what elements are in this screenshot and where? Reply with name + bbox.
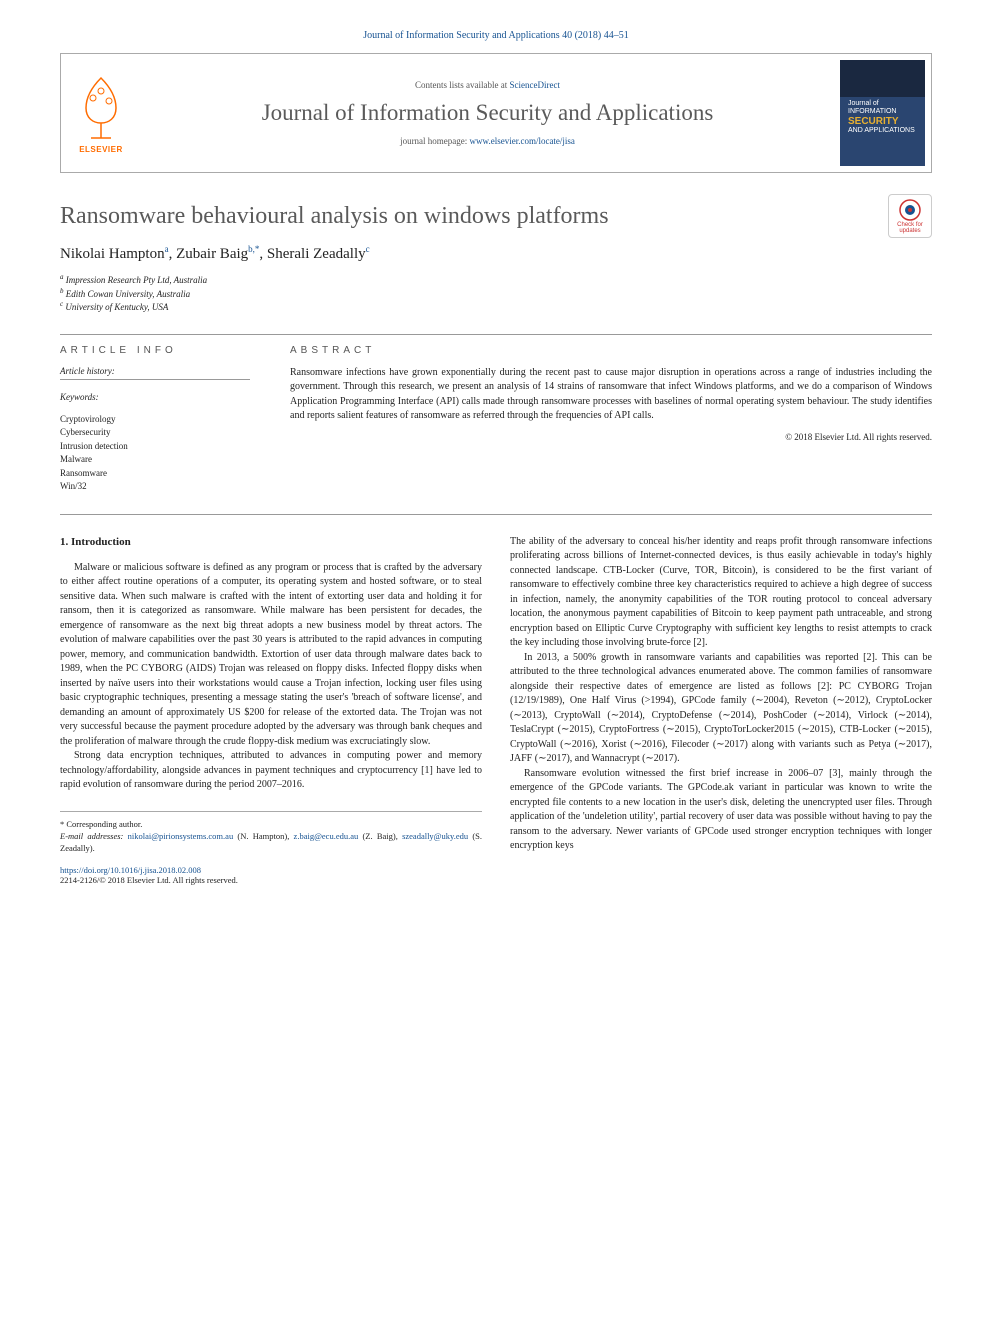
keyword: Intrusion detection <box>60 440 250 454</box>
article-history-label: Article history: <box>60 366 250 380</box>
divider <box>60 514 932 515</box>
homepage-text: journal homepage: <box>400 136 469 146</box>
email-name: (N. Hampton), <box>237 831 289 841</box>
check-updates-icon <box>898 198 922 222</box>
article-info-heading: ARTICLE INFO <box>60 345 250 356</box>
para-text: Strong data encryption techniques, attri… <box>60 750 482 790</box>
check-updates-badge[interactable]: Check for updates <box>888 194 932 238</box>
section-heading: 1. Introduction <box>60 535 482 551</box>
email-label: E-mail addresses: <box>60 831 123 841</box>
right-column: The ability of the adversary to conceal … <box>510 535 932 855</box>
keywords-list: Cryptovirology Cybersecurity Intrusion d… <box>60 413 250 494</box>
aff-text: University of Kentucky, USA <box>65 302 168 312</box>
doi-link[interactable]: https://doi.org/10.1016/j.jisa.2018.02.0… <box>60 865 201 875</box>
cover-line: Journal of <box>848 100 915 108</box>
body-columns: 1. Introduction Malware or malicious sof… <box>60 535 932 855</box>
sciencedirect-link[interactable]: ScienceDirect <box>510 80 560 90</box>
aff-text: Edith Cowan University, Australia <box>66 289 190 299</box>
keyword: Win/32 <box>60 480 250 494</box>
info-abstract-row: ARTICLE INFO Article history: Keywords: … <box>60 345 932 494</box>
corresponding-author-note: * Corresponding author. <box>60 818 482 830</box>
author-sup: c <box>366 244 370 254</box>
abstract-text: Ransomware infections have grown exponen… <box>290 366 932 424</box>
author-name: Nikolai Hampton <box>60 246 165 262</box>
paragraph: Strong data encryption techniques, attri… <box>60 749 482 793</box>
copyright-line: © 2018 Elsevier Ltd. All rights reserved… <box>290 432 932 442</box>
elsevier-tree-icon <box>71 73 131 143</box>
footer-notes: * Corresponding author. E-mail addresses… <box>60 811 482 855</box>
authors-line: Nikolai Hamptona, Zubair Baigb,*, Sheral… <box>60 244 932 263</box>
author-sup: a <box>165 244 169 254</box>
cover-security: SECURITY <box>848 116 915 127</box>
divider <box>60 334 932 335</box>
header-content: Contents lists available at ScienceDirec… <box>141 54 834 172</box>
author-name: Zubair Baig <box>176 246 248 262</box>
aff-sup: b <box>60 287 64 295</box>
contents-text: Contents lists available at <box>415 80 509 90</box>
author-name: Sherali Zeadally <box>267 246 366 262</box>
issn-line: 2214-2126/© 2018 Elsevier Ltd. All right… <box>60 875 932 885</box>
paragraph: Malware or malicious software is defined… <box>60 561 482 750</box>
journal-reference: Journal of Information Security and Appl… <box>60 30 932 41</box>
aff-sup: a <box>60 273 64 281</box>
journal-title: Journal of Information Security and Appl… <box>262 100 714 126</box>
email-name: (Z. Baig), <box>362 831 397 841</box>
elsevier-label: ELSEVIER <box>79 145 123 154</box>
email-link[interactable]: nikolai@pirionsystems.com.au <box>128 831 234 841</box>
homepage-link[interactable]: www.elsevier.com/locate/jisa <box>470 136 575 146</box>
contents-available-line: Contents lists available at ScienceDirec… <box>415 80 560 90</box>
abstract-panel: ABSTRACT Ransomware infections have grow… <box>290 345 932 494</box>
paragraph: In 2013, a 500% growth in ransomware var… <box>510 651 932 767</box>
article-info-panel: ARTICLE INFO Article history: Keywords: … <box>60 345 250 494</box>
aff-sup: c <box>60 300 63 308</box>
journal-cover-thumbnail: Journal of INFORMATION SECURITY AND APPL… <box>840 60 925 166</box>
keyword: Cryptovirology <box>60 413 250 427</box>
paragraph: The ability of the adversary to conceal … <box>510 535 932 651</box>
journal-header: ELSEVIER Contents lists available at Sci… <box>60 53 932 173</box>
elsevier-logo: ELSEVIER <box>61 54 141 172</box>
email-link[interactable]: szeadally@uky.edu <box>402 831 468 841</box>
keyword: Malware <box>60 453 250 467</box>
aff-text: Impression Research Pty Ltd, Australia <box>66 275 207 285</box>
keywords-label: Keywords: <box>60 392 250 405</box>
keyword: Cybersecurity <box>60 426 250 440</box>
abstract-heading: ABSTRACT <box>290 345 932 356</box>
cover-line: INFORMATION <box>848 108 915 116</box>
article-title: Ransomware behavioural analysis on windo… <box>60 203 932 230</box>
left-column: 1. Introduction Malware or malicious sof… <box>60 535 482 855</box>
affiliations: a Impression Research Pty Ltd, Australia… <box>60 273 932 314</box>
doi-line: https://doi.org/10.1016/j.jisa.2018.02.0… <box>60 865 932 875</box>
homepage-line: journal homepage: www.elsevier.com/locat… <box>400 136 575 146</box>
paragraph: Ransomware evolution witnessed the first… <box>510 767 932 854</box>
author-sup: b,* <box>248 244 259 254</box>
check-updates-label: Check for updates <box>889 222 931 234</box>
keyword: Ransomware <box>60 467 250 481</box>
email-line: E-mail addresses: nikolai@pirionsystems.… <box>60 830 482 855</box>
email-link[interactable]: z.baig@ecu.edu.au <box>294 831 359 841</box>
cover-line: AND APPLICATIONS <box>848 127 915 135</box>
